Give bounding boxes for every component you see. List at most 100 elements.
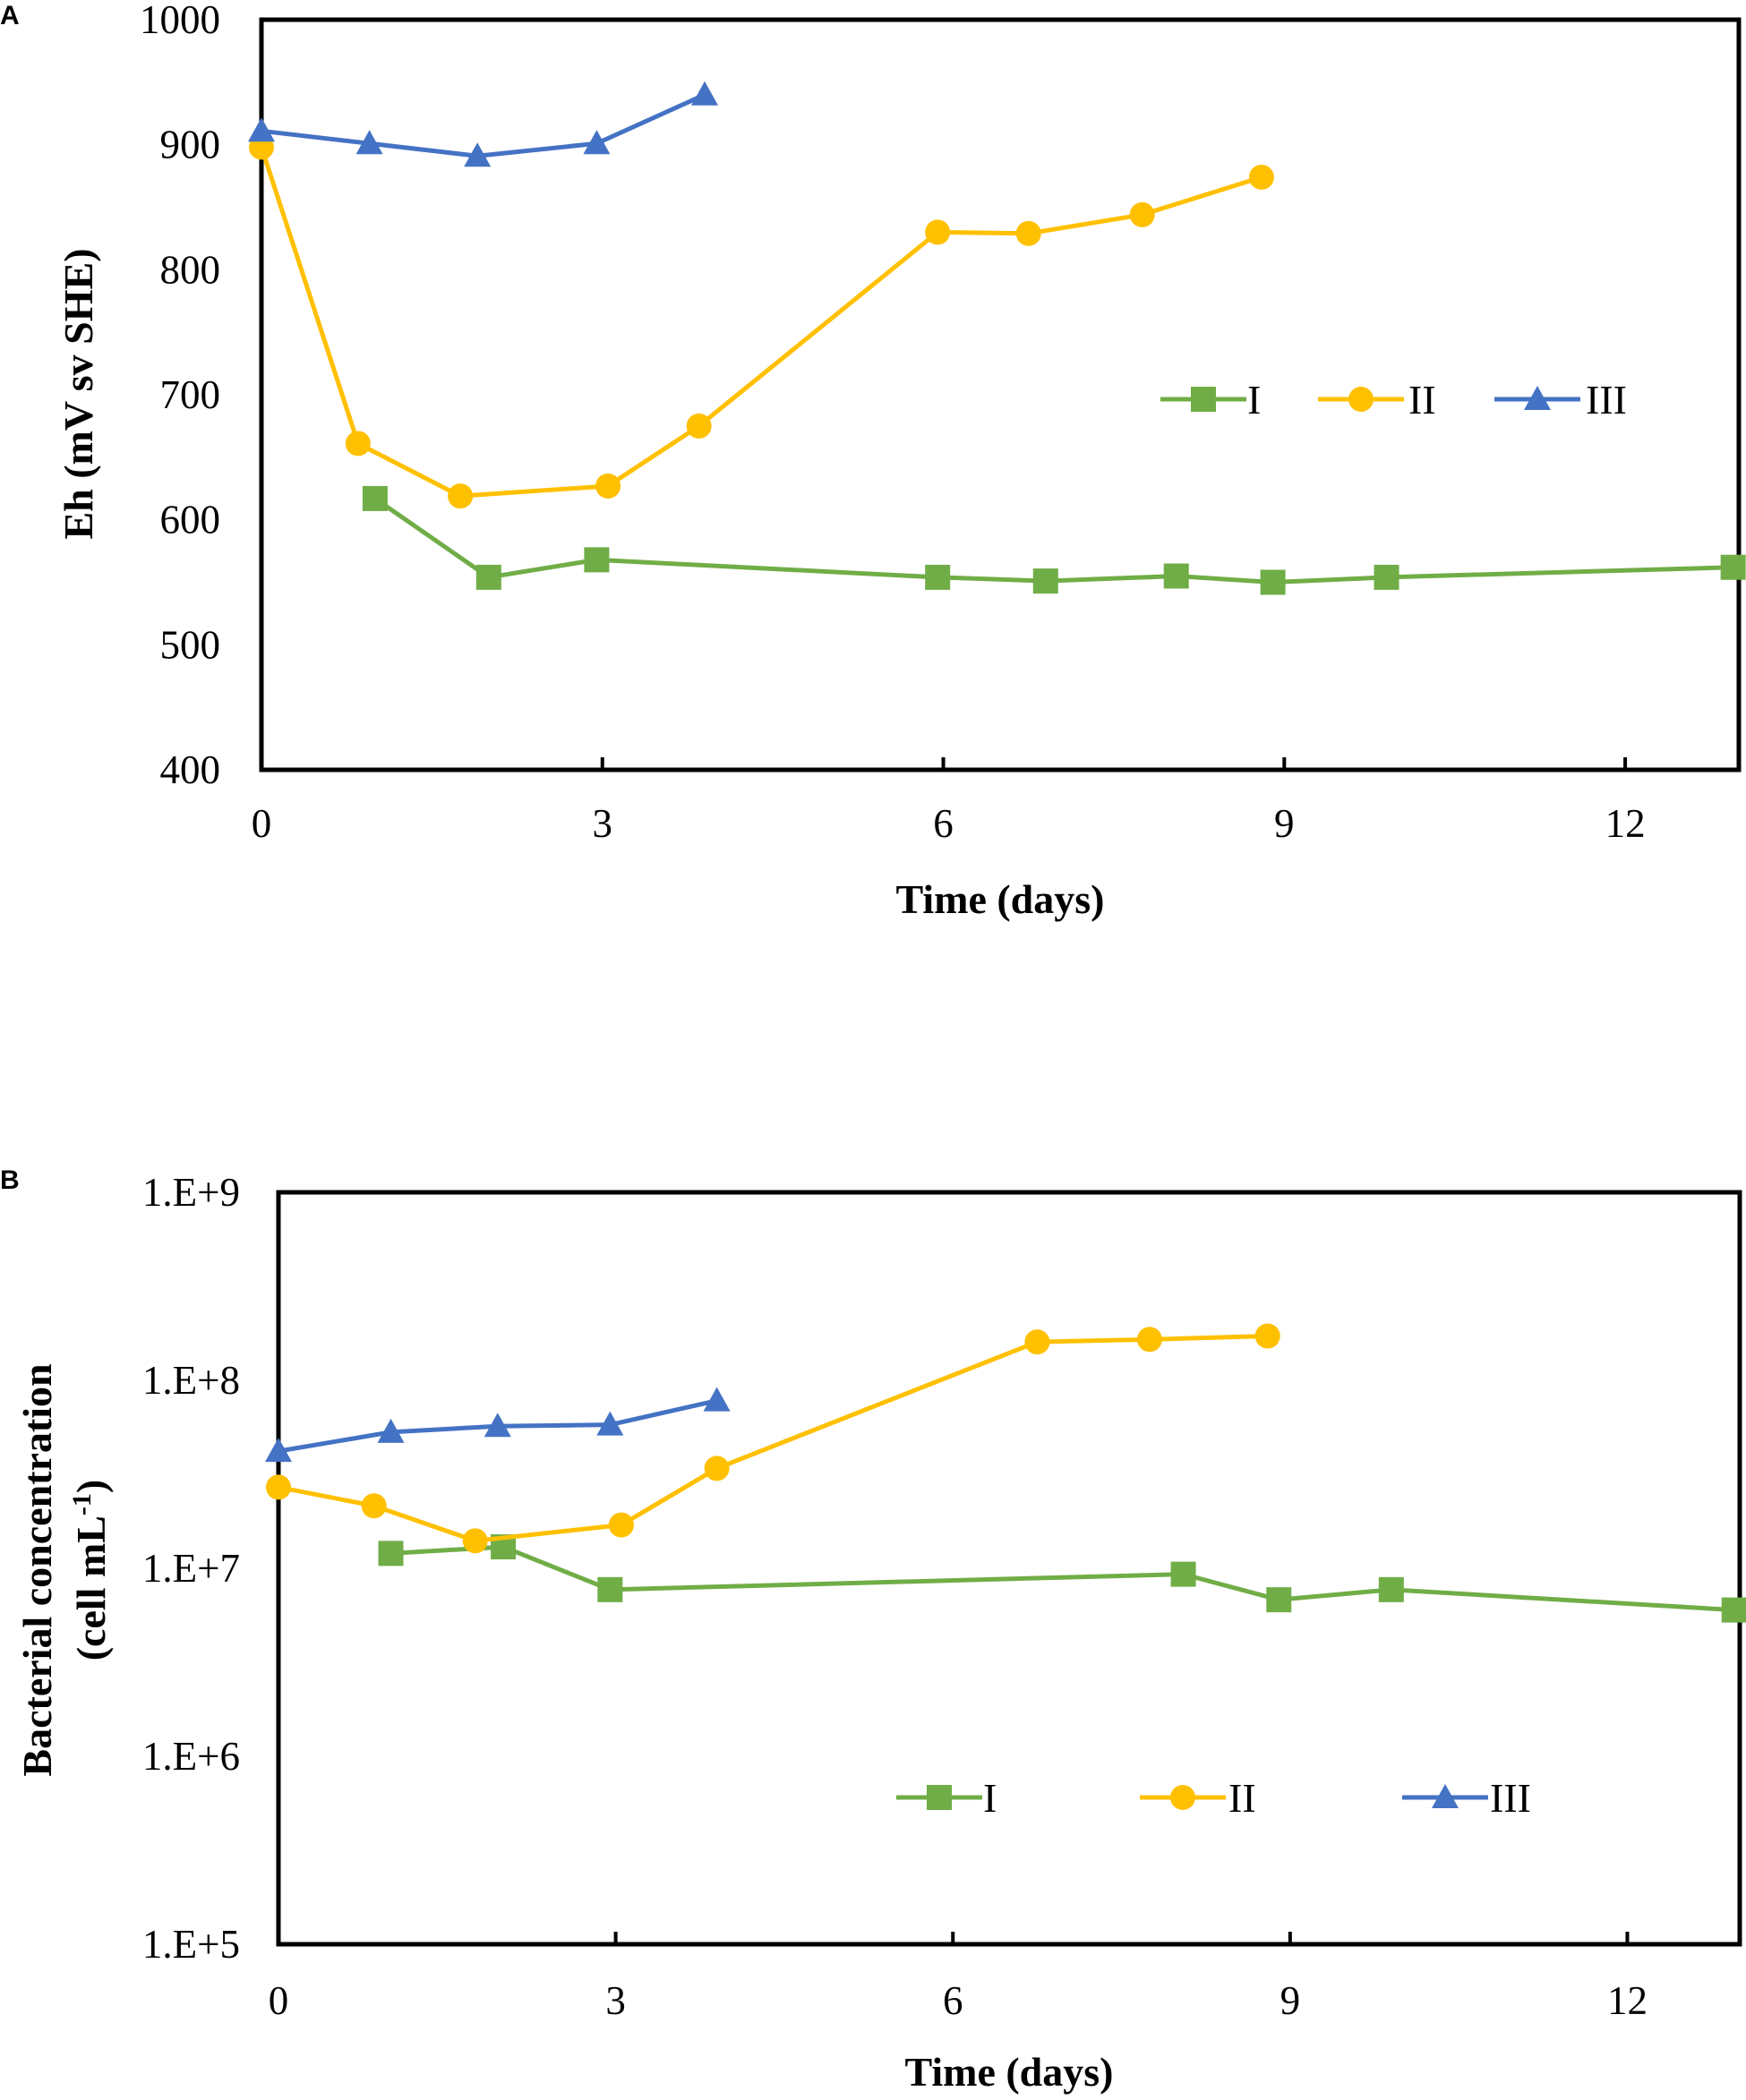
panel-b-y-tick-label: 1.E+7 <box>142 1546 240 1591</box>
panel-a-y-tick-label: 800 <box>160 247 221 292</box>
panel-a-legend-marker-iii <box>1524 386 1551 410</box>
panel-a-legend-symbol-i <box>1191 387 1216 412</box>
panel-b-y-tick-label: 1.E+5 <box>142 1922 240 1967</box>
panel-b-legend-marker-i <box>927 1785 952 1810</box>
panel-a-series-ii-point <box>345 431 371 457</box>
panel-a-series-i-point <box>925 564 951 590</box>
panel-a-legend-marker-i <box>1191 387 1216 412</box>
panel-b-series-ii-point <box>1136 1327 1162 1353</box>
panel-a-legend-symbol-iii <box>1524 386 1551 410</box>
panel-b-series-ii-point <box>1254 1323 1280 1349</box>
panel-b-y-tick-label: 1.E+9 <box>142 1170 240 1215</box>
panel-b-y-tick-label: 1.E+6 <box>142 1734 240 1779</box>
panel-b-x-tick-label: 6 <box>943 1978 963 2023</box>
panel-b-y-axis-unit: (cell mL <box>68 1515 114 1660</box>
panel-b-plot-frame <box>276 1190 1742 1947</box>
panel-b-series-iii-point <box>484 1413 511 1438</box>
panel-a-legend-label-iii: III <box>1586 377 1627 423</box>
panel-a-series-iii-point <box>248 117 275 142</box>
panel-b-x-tick-label: 12 <box>1607 1978 1648 2023</box>
panel-a-y-tick-label: 600 <box>160 498 221 542</box>
panel-b-series-ii-point <box>1024 1329 1050 1355</box>
panel-a-series-ii-line <box>259 146 1262 499</box>
panel-a-plot-frame <box>259 17 1742 773</box>
panel-a-series-ii-point <box>686 413 712 439</box>
panel-b-y-ticks: 1.E+5 1.E+6 1.E+7 1.E+8 1.E+9 <box>142 1170 240 1967</box>
panel-a-series-ii-point <box>1129 201 1155 227</box>
panel-a: A 0 3 6 9 12 400 500 600 700 800 900 1000 Time (da… <box>0 0 1746 922</box>
panel-a-series-iii-point <box>355 130 383 155</box>
panel-b-series-ii-point <box>266 1474 291 1500</box>
panel-a-legend-label-ii: II <box>1408 377 1436 423</box>
panel-b-x-tick-label: 9 <box>1280 1978 1301 2023</box>
panel-a-y-tick-label: 400 <box>160 747 221 792</box>
panel-a-series-ii-point <box>1248 164 1274 190</box>
panel-b-series-iii-point <box>596 1411 624 1436</box>
panel-a-y-tick-label: 900 <box>160 123 221 167</box>
panel-b-series-ii-line <box>278 1334 1268 1543</box>
panel-a-y-ticks: 400 500 600 700 800 900 1000 <box>140 0 220 792</box>
panel-b-legend-label-i: I <box>983 1775 997 1821</box>
panel-b-series-i-point <box>597 1576 623 1602</box>
panel-b-x-ticks: 0 3 6 9 12 <box>269 1932 1648 2023</box>
panel-b-series-iii-point <box>377 1418 405 1443</box>
panel-b-legend: I II III <box>896 1775 1531 1821</box>
panel-a-series-ii-point <box>1015 220 1041 246</box>
panel-a-legend-label-i: I <box>1247 377 1261 423</box>
panel-a-series-i-point <box>1374 564 1399 590</box>
panel-b-x-tick-label: 0 <box>269 1978 289 2023</box>
panel-a-series-iii-point <box>691 81 718 106</box>
panel-b-y-axis-unit-close: ) <box>68 1480 114 1493</box>
panel-a-y-tick-label: 500 <box>160 622 221 667</box>
panel-a-series-iii-line <box>261 92 706 158</box>
panel-b-y-axis-unit-exponent: -1 <box>67 1493 97 1515</box>
panel-b-series <box>265 1323 1746 1623</box>
panel-b-label: B <box>0 1165 20 1195</box>
panel-a-series-iii-point <box>583 130 611 155</box>
panel-b-legend-marker-ii <box>1170 1785 1195 1810</box>
panel-a-series-ii-point <box>925 219 951 245</box>
panel-a-x-tick-label: 9 <box>1274 801 1295 846</box>
panel-b-legend-label-iii: III <box>1490 1775 1531 1821</box>
panel-b-series-i-point <box>1170 1561 1196 1587</box>
panel-b-series-ii-point <box>608 1512 634 1538</box>
panel-b-y-tick-label: 1.E+8 <box>142 1358 240 1403</box>
panel-b: B 0 3 6 9 12 1.E+5 1.E+6 1.E+7 1.E+8 1.E+9 Time … <box>0 1165 1746 2095</box>
panel-a-x-tick-label: 0 <box>252 801 272 846</box>
panel-a-series-iii-point <box>464 142 492 167</box>
panel-a-series-ii-point <box>448 483 474 509</box>
panel-a-series-i-point <box>362 485 388 511</box>
panel-a-series-i-point <box>1163 563 1189 589</box>
panel-a-series <box>248 81 1746 595</box>
panel-a-series-ii-point <box>595 473 621 499</box>
panel-b-series-ii-point <box>361 1493 387 1519</box>
panel-a-y-tick-label: 1000 <box>140 0 220 42</box>
panel-a-legend: I II III <box>1160 377 1627 423</box>
panel-a-series-i-point <box>1720 554 1746 580</box>
panel-a-x-tick-label: 3 <box>593 801 613 846</box>
panel-a-series-i-point <box>475 564 501 590</box>
panel-a-legend-symbol-ii <box>1348 387 1374 412</box>
panel-b-y-axis-title-line2: (cell mL-1) <box>67 1480 114 1661</box>
panel-a-legend-marker-ii <box>1348 387 1374 412</box>
panel-b-legend-symbol-i <box>927 1785 952 1810</box>
panel-a-series-i-point <box>584 547 610 573</box>
panel-b-series-i-line <box>390 1544 1734 1613</box>
panel-a-label: A <box>0 1 20 30</box>
panel-a-y-axis-title: Eh (mV sv SHE) <box>56 248 101 539</box>
panel-b-series-i-point <box>378 1541 404 1566</box>
panel-a-x-ticks: 0 3 6 9 12 <box>252 757 1646 846</box>
panel-b-series-ii-point <box>704 1455 730 1481</box>
panel-b-series-ii-point <box>462 1528 488 1554</box>
panel-b-series-iii-point <box>265 1438 292 1463</box>
panel-b-series-i-point <box>1266 1587 1292 1613</box>
panel-b-x-axis-title: Time (days) <box>905 2049 1114 2095</box>
panel-b-legend-marker-iii <box>1432 1784 1459 1808</box>
panel-a-x-tick-label: 12 <box>1605 801 1646 846</box>
panel-b-series-iii-point <box>703 1387 731 1412</box>
panel-a-series-i-point <box>1032 568 1058 594</box>
panel-a-x-axis-title: Time (days) <box>896 876 1105 922</box>
panel-b-x-tick-label: 3 <box>605 1978 626 2023</box>
panel-a-series-i-point <box>1260 569 1286 595</box>
